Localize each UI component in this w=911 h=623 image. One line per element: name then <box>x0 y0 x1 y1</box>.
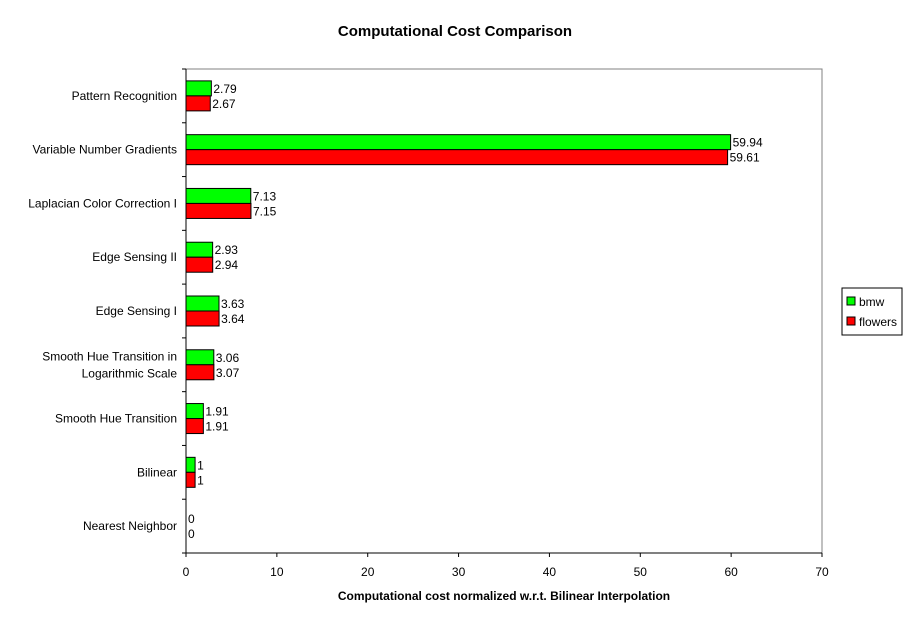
x-tick-label: 50 <box>634 565 648 579</box>
bar-bmw <box>185 80 212 97</box>
bar-bmw <box>185 403 204 420</box>
data-label-flowers: 2.67 <box>212 97 236 111</box>
bar-flowers <box>185 471 196 488</box>
data-label-flowers: 1 <box>197 473 204 487</box>
data-label-bmw: 3.63 <box>221 297 245 311</box>
data-label-flowers: 1.91 <box>205 420 229 434</box>
legend-swatch-flowers <box>846 316 856 326</box>
x-tick-label: 60 <box>724 565 738 579</box>
bar-bmw <box>185 134 732 151</box>
x-tick-label: 10 <box>270 565 284 579</box>
x-tick-label: 30 <box>452 565 466 579</box>
x-tick-label: 0 <box>183 565 190 579</box>
legend-box <box>841 287 903 336</box>
bar-flowers <box>185 418 204 435</box>
category-label: Edge Sensing I <box>96 304 177 318</box>
category-label: Variable Number Gradients <box>32 143 177 157</box>
data-label-bmw: 0 <box>188 512 195 526</box>
data-label-flowers: 7.15 <box>253 204 277 218</box>
category-label: Logarithmic Scale <box>82 366 178 380</box>
bar-bmw <box>185 241 214 258</box>
category-label: Smooth Hue Transition <box>55 412 177 426</box>
bar-flowers <box>185 364 215 381</box>
data-label-bmw: 1.91 <box>205 405 229 419</box>
bar-flowers <box>185 202 252 219</box>
x-tick-label: 40 <box>543 565 557 579</box>
data-label-flowers: 59.61 <box>730 151 760 165</box>
legend-label-bmw: bmw <box>859 295 885 309</box>
bar-flowers <box>185 256 214 273</box>
chart-title: Computational Cost Comparison <box>338 23 572 40</box>
data-label-flowers: 2.94 <box>215 258 239 272</box>
x-tick-label: 70 <box>815 565 829 579</box>
data-label-bmw: 3.06 <box>216 351 240 365</box>
x-tick-label: 20 <box>361 565 375 579</box>
data-label-bmw: 2.79 <box>213 82 237 96</box>
data-label-bmw: 1 <box>197 458 204 472</box>
bar-bmw <box>185 349 215 366</box>
category-label: Pattern Recognition <box>72 89 177 103</box>
category-label: Nearest Neighbor <box>83 519 177 533</box>
bar-bmw <box>185 295 220 312</box>
category-label: Edge Sensing II <box>92 250 177 264</box>
bar-flowers <box>185 149 729 166</box>
data-label-flowers: 0 <box>188 527 195 541</box>
bar-flowers <box>185 310 220 327</box>
legend: bmw flowers <box>841 287 903 336</box>
data-label-bmw: 59.94 <box>733 136 763 150</box>
category-label: Bilinear <box>137 465 177 479</box>
category-label: Smooth Hue Transition in <box>42 349 177 363</box>
bar-bmw <box>185 187 252 204</box>
data-label-flowers: 3.07 <box>216 366 240 380</box>
data-label-flowers: 3.64 <box>221 312 245 326</box>
bar-flowers <box>185 95 211 112</box>
data-label-bmw: 2.93 <box>215 243 239 257</box>
x-axis-title: Computational cost normalized w.r.t. Bil… <box>338 589 670 603</box>
category-label: Laplacian Color Correction I <box>28 196 177 210</box>
legend-swatch-bmw <box>846 296 856 306</box>
legend-label-flowers: flowers <box>859 315 897 329</box>
bar-bmw <box>185 456 196 473</box>
data-label-bmw: 7.13 <box>253 189 277 203</box>
